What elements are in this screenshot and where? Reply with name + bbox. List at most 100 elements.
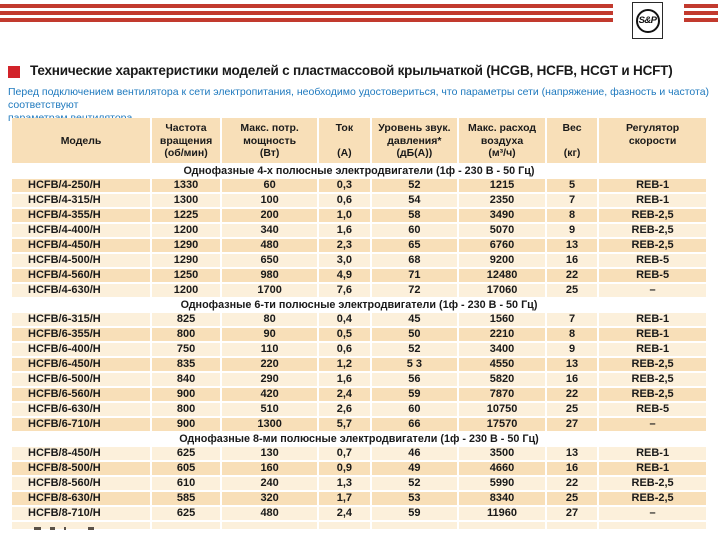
value-cell-noise: 46 xyxy=(371,446,458,460)
header-row: Модель Частота вращения (об/мин) Макс. потр.… xyxy=(12,118,706,163)
table-row: HCFB/8-630/H 585 320 1,7 53 8340 25 REB-2,5 xyxy=(12,491,706,505)
value-cell-weight: 25 xyxy=(546,283,598,297)
red-stripe xyxy=(684,18,718,22)
sp-logo-circle: S&P xyxy=(635,8,660,33)
model-cell: HCFB/8-630/H xyxy=(12,491,151,505)
table-row: HCFB/8-500/H 605 160 0,9 49 4660 16 REB-1 xyxy=(12,461,706,475)
value-cell-weight: 22 xyxy=(546,476,598,490)
value-cell-airflow: 3500 xyxy=(459,446,545,460)
value-cell-rpm: 1290 xyxy=(152,238,221,252)
table-row: HCFB/6-450/H 835 220 1,2 5 3 4550 13 REB-2,5 xyxy=(12,357,706,371)
value-cell-airflow: 12480 xyxy=(459,268,545,282)
value-cell-regulator: REB-2,5 xyxy=(599,491,706,505)
value-cell-rpm: 1225 xyxy=(152,208,221,222)
value-cell-rpm: 1330 xyxy=(152,178,221,192)
value-cell-noise: 50 xyxy=(371,327,458,341)
value-cell-weight: 9 xyxy=(546,342,598,356)
model-cell: HCFB/6-355/H xyxy=(12,327,151,341)
model-cell: HCFB/4-450/H xyxy=(12,238,151,252)
value-cell-rpm: 800 xyxy=(152,327,221,341)
value-cell-airflow: 1560 xyxy=(459,312,545,326)
model-cell: HCFB/8-560/H xyxy=(12,476,151,490)
value-cell-weight: 22 xyxy=(546,268,598,282)
value-cell-current: 1,7 xyxy=(319,491,370,505)
table-row: HCFB/4-560/H 1250 980 4,9 71 12480 22 REB-5 xyxy=(12,268,706,282)
table-row: HCFB/4-355/H 1225 200 1,0 58 3490 8 REB-2,5 xyxy=(12,208,706,222)
value-cell-rpm: 1300 xyxy=(152,193,221,207)
value-cell-noise: 66 xyxy=(371,417,458,431)
value-cell-current: 5,7 xyxy=(319,417,370,431)
value-cell-regulator: REB-5 xyxy=(599,253,706,267)
value-cell-power: 420 xyxy=(222,387,318,401)
model-cell: HCFB/4-250/H xyxy=(12,178,151,192)
section-header-row: Однофазные 8-ми полюсные электродвигател… xyxy=(12,432,706,445)
value-cell-power: 160 xyxy=(222,461,318,475)
model-cell: HCFB/6-630/H xyxy=(12,402,151,416)
value-cell-airflow: 4660 xyxy=(459,461,545,475)
model-cell: HCFB/8-500/H xyxy=(12,461,151,475)
value-cell-power: 480 xyxy=(222,238,318,252)
value-cell-rpm: 900 xyxy=(152,387,221,401)
value-cell-rpm: 825 xyxy=(152,312,221,326)
column-header-noise: Уровень звук. давления* (дБ(А)) xyxy=(371,118,458,163)
value-cell-noise: 59 xyxy=(371,387,458,401)
value-cell-rpm: 1200 xyxy=(152,283,221,297)
value-cell-airflow: 8340 xyxy=(459,491,545,505)
value-cell-weight: 16 xyxy=(546,372,598,386)
value-cell-airflow: 5070 xyxy=(459,223,545,237)
value-cell-current: 0,6 xyxy=(319,342,370,356)
value-cell-airflow: 9200 xyxy=(459,253,545,267)
value-cell-regulator: REB-2,5 xyxy=(599,372,706,386)
table-row: HCFB/8-450/H 625 130 0,7 46 3500 13 REB-1 xyxy=(12,446,706,460)
value-cell-regulator: REB-1 xyxy=(599,461,706,475)
clipped-cell xyxy=(546,521,598,529)
value-cell-current: 0,4 xyxy=(319,312,370,326)
model-cell: HCFB/8-710/H xyxy=(12,506,151,520)
value-cell-airflow: 1215 xyxy=(459,178,545,192)
value-cell-rpm: 610 xyxy=(152,476,221,490)
table-row: HCFB/6-560/H 900 420 2,4 59 7870 22 REB-2,5 xyxy=(12,387,706,401)
sp-logo: S&P xyxy=(632,2,663,39)
value-cell-current: 1,6 xyxy=(319,372,370,386)
value-cell-weight: 5 xyxy=(546,178,598,192)
value-cell-airflow: 4550 xyxy=(459,357,545,371)
table-row: HCFB/6-355/H 800 90 0,5 50 2210 8 REB-1 xyxy=(12,327,706,341)
value-cell-current: 1,0 xyxy=(319,208,370,222)
value-cell-noise: 60 xyxy=(371,402,458,416)
value-cell-current: 2,6 xyxy=(319,402,370,416)
value-cell-power: 510 xyxy=(222,402,318,416)
value-cell-current: 0,6 xyxy=(319,193,370,207)
clipped-cell xyxy=(222,521,318,529)
value-cell-airflow: 6760 xyxy=(459,238,545,252)
value-cell-noise: 58 xyxy=(371,208,458,222)
red-stripe xyxy=(684,11,718,15)
value-cell-regulator: – xyxy=(599,506,706,520)
value-cell-current: 1,6 xyxy=(319,223,370,237)
model-cell: HCFB/8-450/H xyxy=(12,446,151,460)
column-header-model: Модель xyxy=(12,118,151,163)
table-row: HCFB/4-500/H 1290 650 3,0 68 9200 16 REB-5 xyxy=(12,253,706,267)
value-cell-weight: 13 xyxy=(546,446,598,460)
section-header: Однофазные 8-ми полюсные электродвигател… xyxy=(12,432,706,445)
value-cell-current: 0,5 xyxy=(319,327,370,341)
model-cell: HCFB/6-315/H xyxy=(12,312,151,326)
value-cell-noise: 68 xyxy=(371,253,458,267)
value-cell-noise: 54 xyxy=(371,193,458,207)
value-cell-airflow: 3400 xyxy=(459,342,545,356)
value-cell-power: 130 xyxy=(222,446,318,460)
value-cell-rpm: 900 xyxy=(152,417,221,431)
value-cell-weight: 13 xyxy=(546,238,598,252)
value-cell-power: 320 xyxy=(222,491,318,505)
value-cell-airflow: 3490 xyxy=(459,208,545,222)
model-cell: HCFB/6-500/H xyxy=(12,372,151,386)
value-cell-rpm: 800 xyxy=(152,402,221,416)
spec-table: Модель Частота вращения (об/мин) Макс. потр.… xyxy=(10,116,708,531)
red-stripe xyxy=(0,18,613,22)
column-header-airflow: Макс. расход воздуха (м³/ч) xyxy=(459,118,545,163)
top-stripes-left xyxy=(0,4,613,25)
value-cell-rpm: 1290 xyxy=(152,253,221,267)
clipped-row xyxy=(12,521,706,529)
value-cell-weight: 8 xyxy=(546,327,598,341)
value-cell-airflow: 10750 xyxy=(459,402,545,416)
value-cell-rpm: 1200 xyxy=(152,223,221,237)
